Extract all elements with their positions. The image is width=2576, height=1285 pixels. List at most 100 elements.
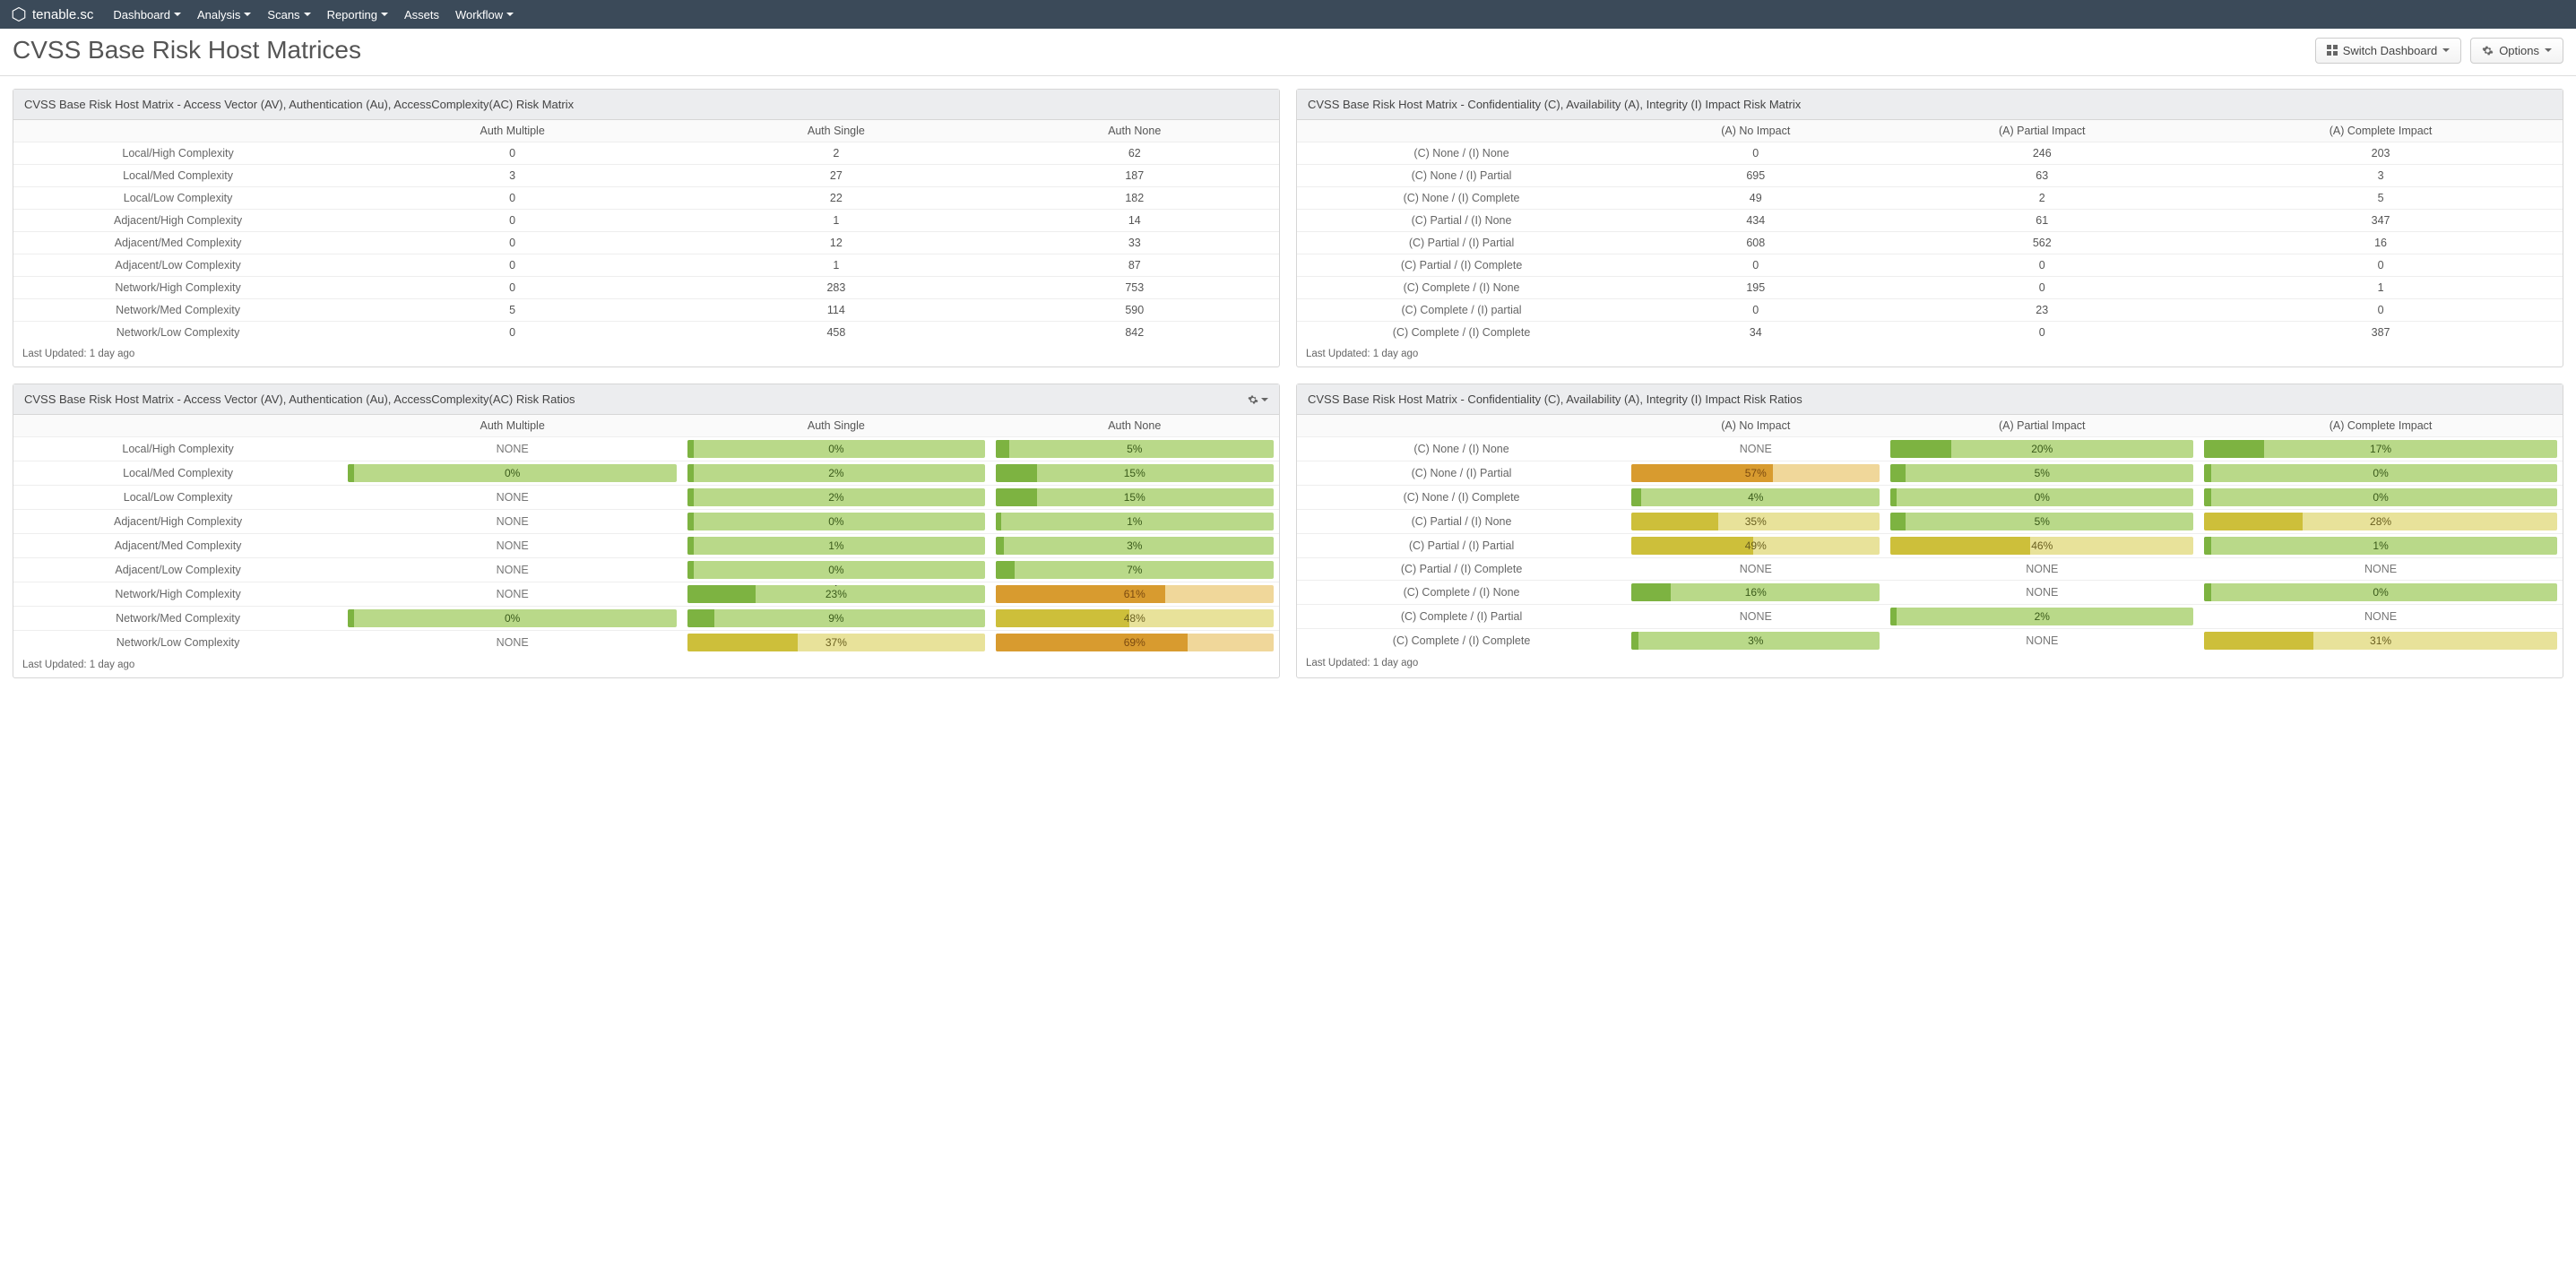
nav-item-reporting[interactable]: Reporting bbox=[327, 8, 388, 22]
table-cell[interactable]: NONE bbox=[342, 486, 682, 510]
table-cell[interactable]: NONE bbox=[342, 534, 682, 558]
table-cell[interactable]: 0 bbox=[342, 254, 682, 277]
table-cell[interactable]: 1 bbox=[682, 210, 990, 232]
nav-item-workflow[interactable]: Workflow bbox=[455, 8, 514, 22]
table-cell[interactable]: 49% bbox=[1626, 534, 1885, 558]
table-cell[interactable]: 203 bbox=[2199, 142, 2563, 165]
table-cell[interactable]: 5 bbox=[2199, 187, 2563, 210]
table-cell[interactable]: NONE bbox=[1885, 629, 2199, 653]
table-cell[interactable]: 114 bbox=[682, 299, 990, 322]
table-cell[interactable]: 61 bbox=[1885, 210, 2199, 232]
table-cell[interactable]: 187 bbox=[990, 165, 1279, 187]
brand-logo[interactable]: tenable.sc bbox=[11, 6, 93, 22]
table-cell[interactable]: 5% bbox=[990, 437, 1279, 461]
table-cell[interactable]: 31% bbox=[2199, 629, 2563, 653]
table-cell[interactable]: 0 bbox=[342, 232, 682, 254]
table-cell[interactable]: 0% bbox=[1885, 486, 2199, 510]
table-cell[interactable]: 0% bbox=[2199, 486, 2563, 510]
table-cell[interactable]: NONE bbox=[1626, 605, 1885, 629]
table-cell[interactable]: 0 bbox=[342, 210, 682, 232]
table-cell[interactable]: 1% bbox=[2199, 534, 2563, 558]
table-cell[interactable]: 0% bbox=[682, 510, 990, 534]
table-cell[interactable]: 0% bbox=[342, 461, 682, 486]
table-cell[interactable]: 27 bbox=[682, 165, 990, 187]
table-cell[interactable]: 0% bbox=[2199, 581, 2563, 605]
table-cell[interactable]: 0 bbox=[342, 187, 682, 210]
table-cell[interactable]: 0 bbox=[1626, 299, 1885, 322]
table-cell[interactable]: 22 bbox=[682, 187, 990, 210]
nav-item-scans[interactable]: Scans bbox=[267, 8, 310, 22]
table-cell[interactable]: 2 bbox=[682, 142, 990, 165]
table-cell[interactable]: 608 bbox=[1626, 232, 1885, 254]
table-cell[interactable]: 0 bbox=[342, 277, 682, 299]
table-cell[interactable]: 0% bbox=[682, 558, 990, 582]
options-button[interactable]: Options bbox=[2470, 38, 2563, 64]
table-cell[interactable]: NONE bbox=[1885, 558, 2199, 581]
table-cell[interactable]: NONE bbox=[2199, 605, 2563, 629]
table-cell[interactable]: 2% bbox=[682, 486, 990, 510]
table-cell[interactable]: 0 bbox=[2199, 254, 2563, 277]
table-cell[interactable]: NONE bbox=[342, 437, 682, 461]
table-cell[interactable]: 49 bbox=[1626, 187, 1885, 210]
table-cell[interactable]: 590 bbox=[990, 299, 1279, 322]
table-cell[interactable]: 7% bbox=[990, 558, 1279, 582]
table-cell[interactable]: 1% bbox=[682, 534, 990, 558]
table-cell[interactable]: 15% bbox=[990, 486, 1279, 510]
table-cell[interactable]: 0 bbox=[1885, 322, 2199, 344]
table-cell[interactable]: 23 bbox=[1885, 299, 2199, 322]
table-cell[interactable]: NONE bbox=[1626, 558, 1885, 581]
table-cell[interactable]: 283 bbox=[682, 277, 990, 299]
table-cell[interactable]: 562 bbox=[1885, 232, 2199, 254]
table-cell[interactable]: 182 bbox=[990, 187, 1279, 210]
table-cell[interactable]: 63 bbox=[1885, 165, 2199, 187]
table-cell[interactable]: 17% bbox=[2199, 437, 2563, 461]
table-cell[interactable]: 3 bbox=[342, 165, 682, 187]
table-cell[interactable]: 23%283 / 1229 bbox=[682, 582, 990, 607]
table-cell[interactable]: 62 bbox=[990, 142, 1279, 165]
table-cell[interactable]: 0 bbox=[1626, 142, 1885, 165]
table-cell[interactable]: 37% bbox=[682, 631, 990, 655]
table-cell[interactable]: 9% bbox=[682, 607, 990, 631]
table-cell[interactable]: 246 bbox=[1885, 142, 2199, 165]
table-cell[interactable]: 0 bbox=[342, 322, 682, 344]
table-cell[interactable]: NONE bbox=[342, 510, 682, 534]
table-cell[interactable]: 28% bbox=[2199, 510, 2563, 534]
table-cell[interactable]: 34 bbox=[1626, 322, 1885, 344]
table-cell[interactable]: 3% bbox=[1626, 629, 1885, 653]
table-cell[interactable]: 48% bbox=[990, 607, 1279, 631]
table-cell[interactable]: NONE bbox=[342, 558, 682, 582]
nav-item-analysis[interactable]: Analysis bbox=[197, 8, 251, 22]
table-cell[interactable]: NONE bbox=[342, 582, 682, 607]
table-cell[interactable]: 69% bbox=[990, 631, 1279, 655]
nav-item-dashboard[interactable]: Dashboard bbox=[113, 8, 181, 22]
table-cell[interactable]: 695 bbox=[1626, 165, 1885, 187]
table-cell[interactable]: 16 bbox=[2199, 232, 2563, 254]
table-cell[interactable]: 0 bbox=[1885, 254, 2199, 277]
table-cell[interactable]: 347 bbox=[2199, 210, 2563, 232]
table-cell[interactable]: 35% bbox=[1626, 510, 1885, 534]
table-cell[interactable]: 3 bbox=[2199, 165, 2563, 187]
table-cell[interactable]: 0% bbox=[2199, 461, 2563, 486]
table-cell[interactable]: 46% bbox=[1885, 534, 2199, 558]
table-cell[interactable]: 0 bbox=[2199, 299, 2563, 322]
table-cell[interactable]: 14 bbox=[990, 210, 1279, 232]
table-cell[interactable]: 5% bbox=[1885, 510, 2199, 534]
table-cell[interactable]: 12 bbox=[682, 232, 990, 254]
table-cell[interactable]: 57% bbox=[1626, 461, 1885, 486]
table-cell[interactable]: 0 bbox=[342, 142, 682, 165]
table-cell[interactable]: 4% bbox=[1626, 486, 1885, 510]
switch-dashboard-button[interactable]: Switch Dashboard bbox=[2315, 38, 2462, 64]
table-cell[interactable]: 753 bbox=[990, 277, 1279, 299]
table-cell[interactable]: 3% bbox=[990, 534, 1279, 558]
table-cell[interactable]: 1 bbox=[2199, 277, 2563, 299]
table-cell[interactable]: 0 bbox=[1626, 254, 1885, 277]
table-cell[interactable]: NONE bbox=[2199, 558, 2563, 581]
table-cell[interactable]: 20% bbox=[1885, 437, 2199, 461]
table-cell[interactable]: 33 bbox=[990, 232, 1279, 254]
table-cell[interactable]: 0% bbox=[342, 607, 682, 631]
nav-item-assets[interactable]: Assets bbox=[404, 8, 439, 22]
table-cell[interactable]: 842 bbox=[990, 322, 1279, 344]
table-cell[interactable]: 195 bbox=[1626, 277, 1885, 299]
table-cell[interactable]: NONE bbox=[1626, 437, 1885, 461]
table-cell[interactable]: 2 bbox=[1885, 187, 2199, 210]
